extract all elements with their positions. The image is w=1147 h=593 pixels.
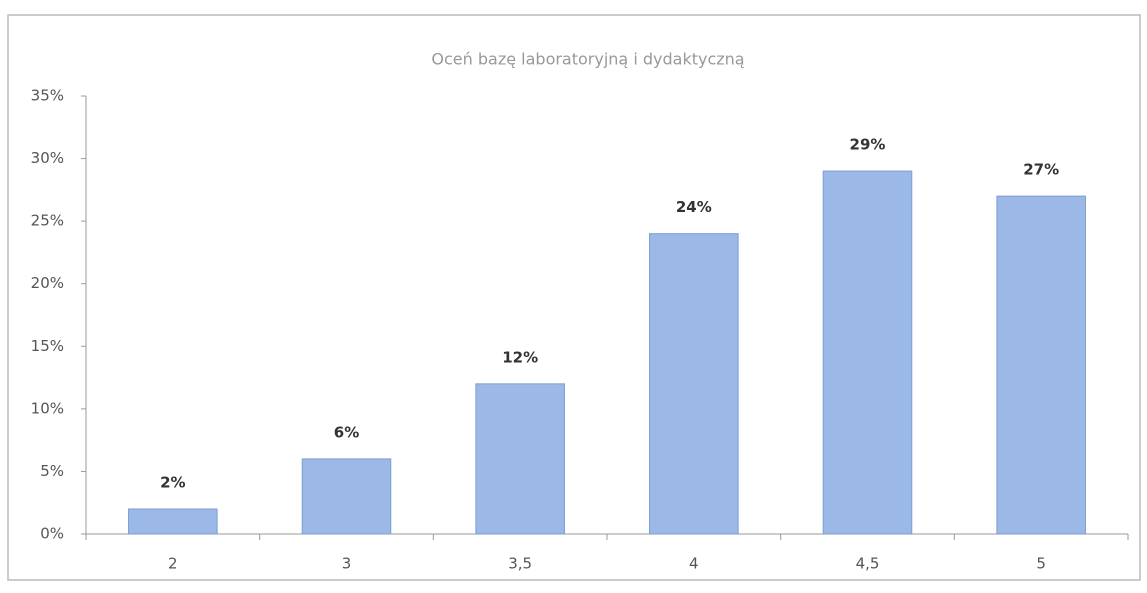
value-label: 27%: [1023, 161, 1059, 179]
x-tick-label: 4: [689, 555, 699, 573]
bar: [996, 195, 1086, 535]
y-tick-label: 5%: [40, 462, 64, 480]
value-label: 12%: [502, 348, 538, 366]
chart-frame: [7, 14, 1141, 581]
x-tick-label: 5: [1036, 555, 1046, 573]
x-tick-label: 3: [342, 555, 352, 573]
bar: [822, 170, 913, 535]
x-tick-label: 3,5: [508, 555, 532, 573]
x-tick-label: 4,5: [856, 555, 880, 573]
chart-title: Oceń bazę laboratoryjną i dydaktyczną: [431, 50, 744, 69]
value-label: 2%: [160, 473, 185, 491]
bar: [475, 383, 565, 535]
bar: [128, 508, 218, 535]
y-tick-label: 30%: [31, 149, 64, 167]
y-tick-label: 10%: [31, 399, 64, 417]
x-tick-label: 2: [168, 555, 178, 573]
y-tick-label: 35%: [31, 87, 64, 105]
value-label: 6%: [334, 423, 359, 441]
value-label: 29%: [850, 136, 886, 154]
y-tick-label: 20%: [31, 274, 64, 292]
value-label: 24%: [676, 198, 712, 216]
bar: [301, 458, 392, 535]
y-tick-label: 15%: [31, 337, 64, 355]
y-tick-label: 25%: [31, 212, 64, 230]
bar: [649, 233, 739, 535]
y-tick-label: 0%: [40, 525, 64, 543]
